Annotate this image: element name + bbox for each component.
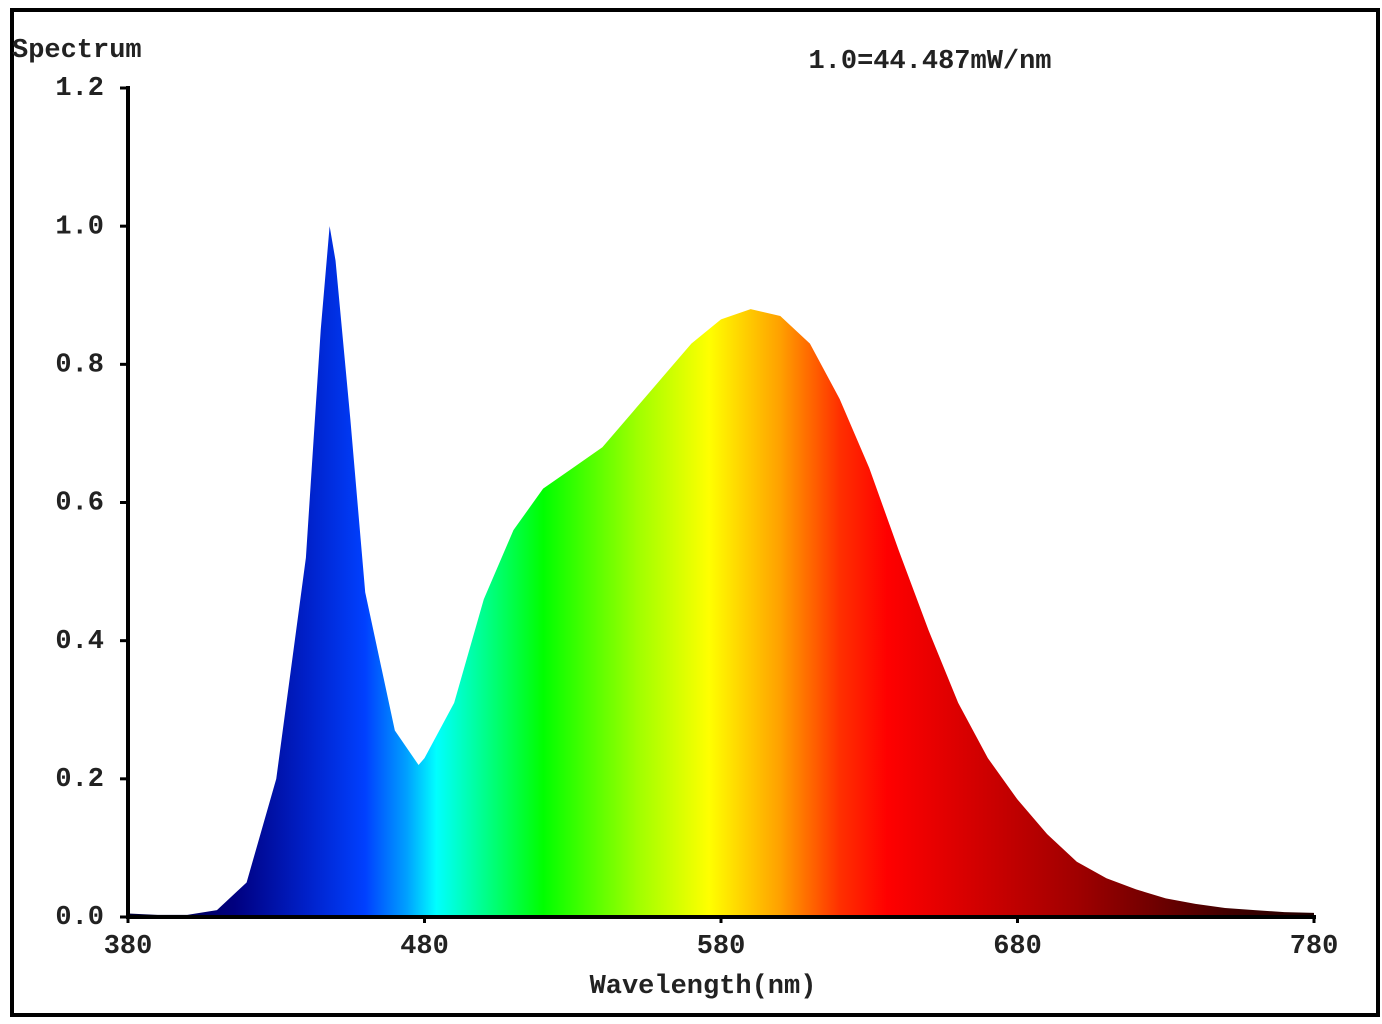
y-tick-label: 0.2 xyxy=(55,765,104,795)
spectrum-area xyxy=(128,226,1314,918)
y-tick-label: 0.4 xyxy=(55,627,104,657)
y-tick-label: 0.0 xyxy=(55,903,104,933)
annotation: 1.0=44.487mW/nm xyxy=(808,47,1051,77)
y-tick-label: 1.0 xyxy=(55,212,104,242)
x-tick-label: 780 xyxy=(1290,932,1339,962)
x-axis-label: Wavelength(nm) xyxy=(590,972,817,1002)
y-tick-label: 1.2 xyxy=(55,74,104,104)
x-tick-label: 680 xyxy=(993,932,1042,962)
x-tick-label: 480 xyxy=(400,932,449,962)
y-tick-label: 0.6 xyxy=(55,489,104,519)
plot xyxy=(128,226,1314,918)
chart-title: Spectrum xyxy=(12,36,142,66)
y-tick-label: 0.8 xyxy=(55,350,104,380)
frame xyxy=(10,8,1380,1017)
x-tick-label: 380 xyxy=(104,932,153,962)
x-tick-label: 580 xyxy=(697,932,746,962)
